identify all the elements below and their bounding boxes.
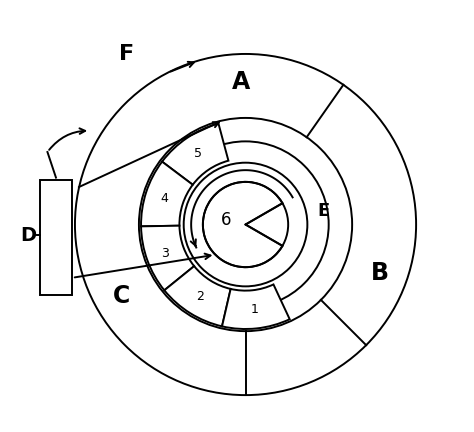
Wedge shape [141,226,194,290]
Text: 2: 2 [196,290,204,303]
Wedge shape [203,182,283,267]
Text: E: E [317,202,329,220]
Text: B: B [371,261,389,286]
Wedge shape [141,162,193,226]
Text: 5: 5 [194,147,202,160]
Wedge shape [164,266,231,326]
Text: 6: 6 [221,211,232,229]
Text: A: A [231,70,250,94]
Text: D: D [20,226,36,245]
Wedge shape [222,284,290,329]
Text: 3: 3 [162,247,169,260]
Text: C: C [113,284,130,308]
Text: 1: 1 [250,303,258,316]
Text: F: F [118,44,134,64]
Wedge shape [162,124,228,185]
Bar [40,180,72,295]
Text: 4: 4 [161,192,168,205]
